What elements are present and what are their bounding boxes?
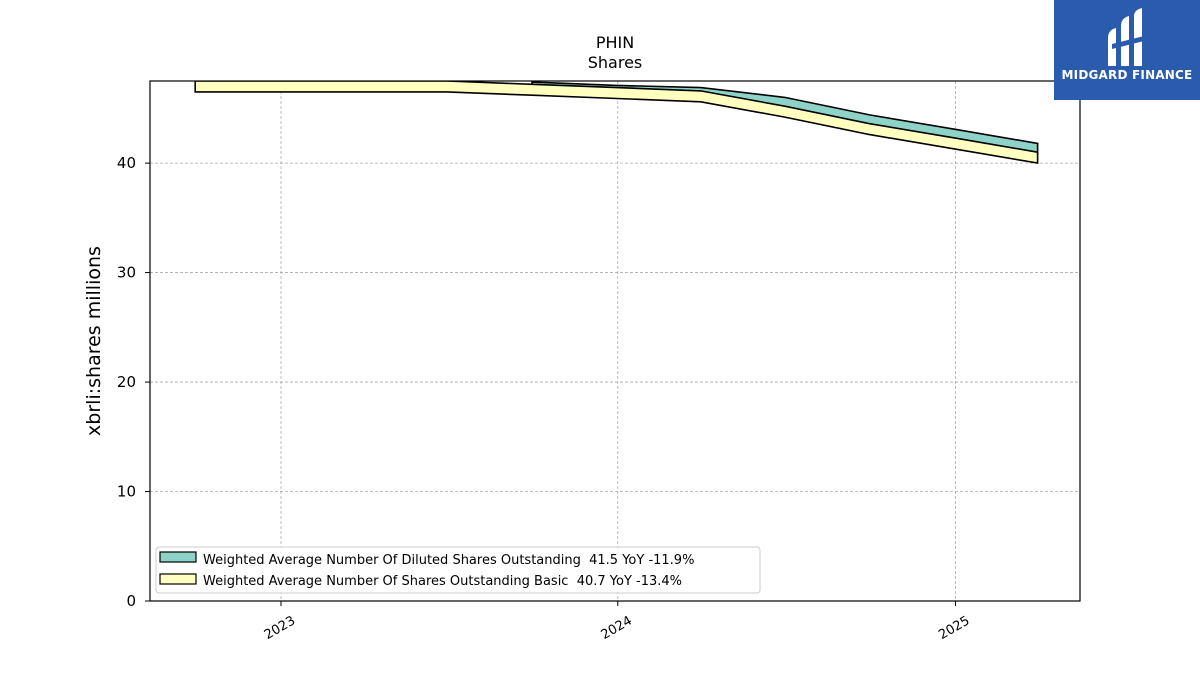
y-tick-label: 40 [117, 154, 136, 172]
legend-label-diluted: Weighted Average Number Of Diluted Share… [203, 553, 694, 568]
series-area-basic [194, 81, 1039, 165]
chart-subtitle: Shares [588, 53, 643, 72]
y-tick-label: 0 [126, 592, 136, 610]
legend: Weighted Average Number Of Diluted Share… [155, 546, 761, 594]
y-tick-label: 30 [117, 264, 136, 282]
brand-name: MIDGARD FINANCE [1061, 68, 1193, 82]
logo-mark-icon [1108, 8, 1144, 66]
chart-title: PHIN [596, 33, 634, 52]
plot-frame [149, 80, 1081, 602]
y-tick-label: 20 [117, 373, 136, 391]
y-tick-label: 10 [117, 483, 136, 501]
legend-swatch-basic [159, 573, 197, 585]
x-tick-label: 2023 [262, 613, 298, 643]
series-layer [194, 81, 1039, 165]
x-tick-label: 2024 [599, 613, 635, 643]
legend-swatch-diluted [159, 551, 197, 563]
grid [150, 81, 1080, 601]
series-group [194, 81, 1039, 165]
brand-logo: MIDGARD FINANCE [1054, 0, 1200, 100]
x-tick-label: 2025 [936, 613, 972, 643]
legend-box [155, 546, 761, 594]
legend-label-basic: Weighted Average Number Of Shares Outsta… [203, 574, 682, 589]
y-axis-label: xbrli:shares millions [83, 246, 105, 436]
